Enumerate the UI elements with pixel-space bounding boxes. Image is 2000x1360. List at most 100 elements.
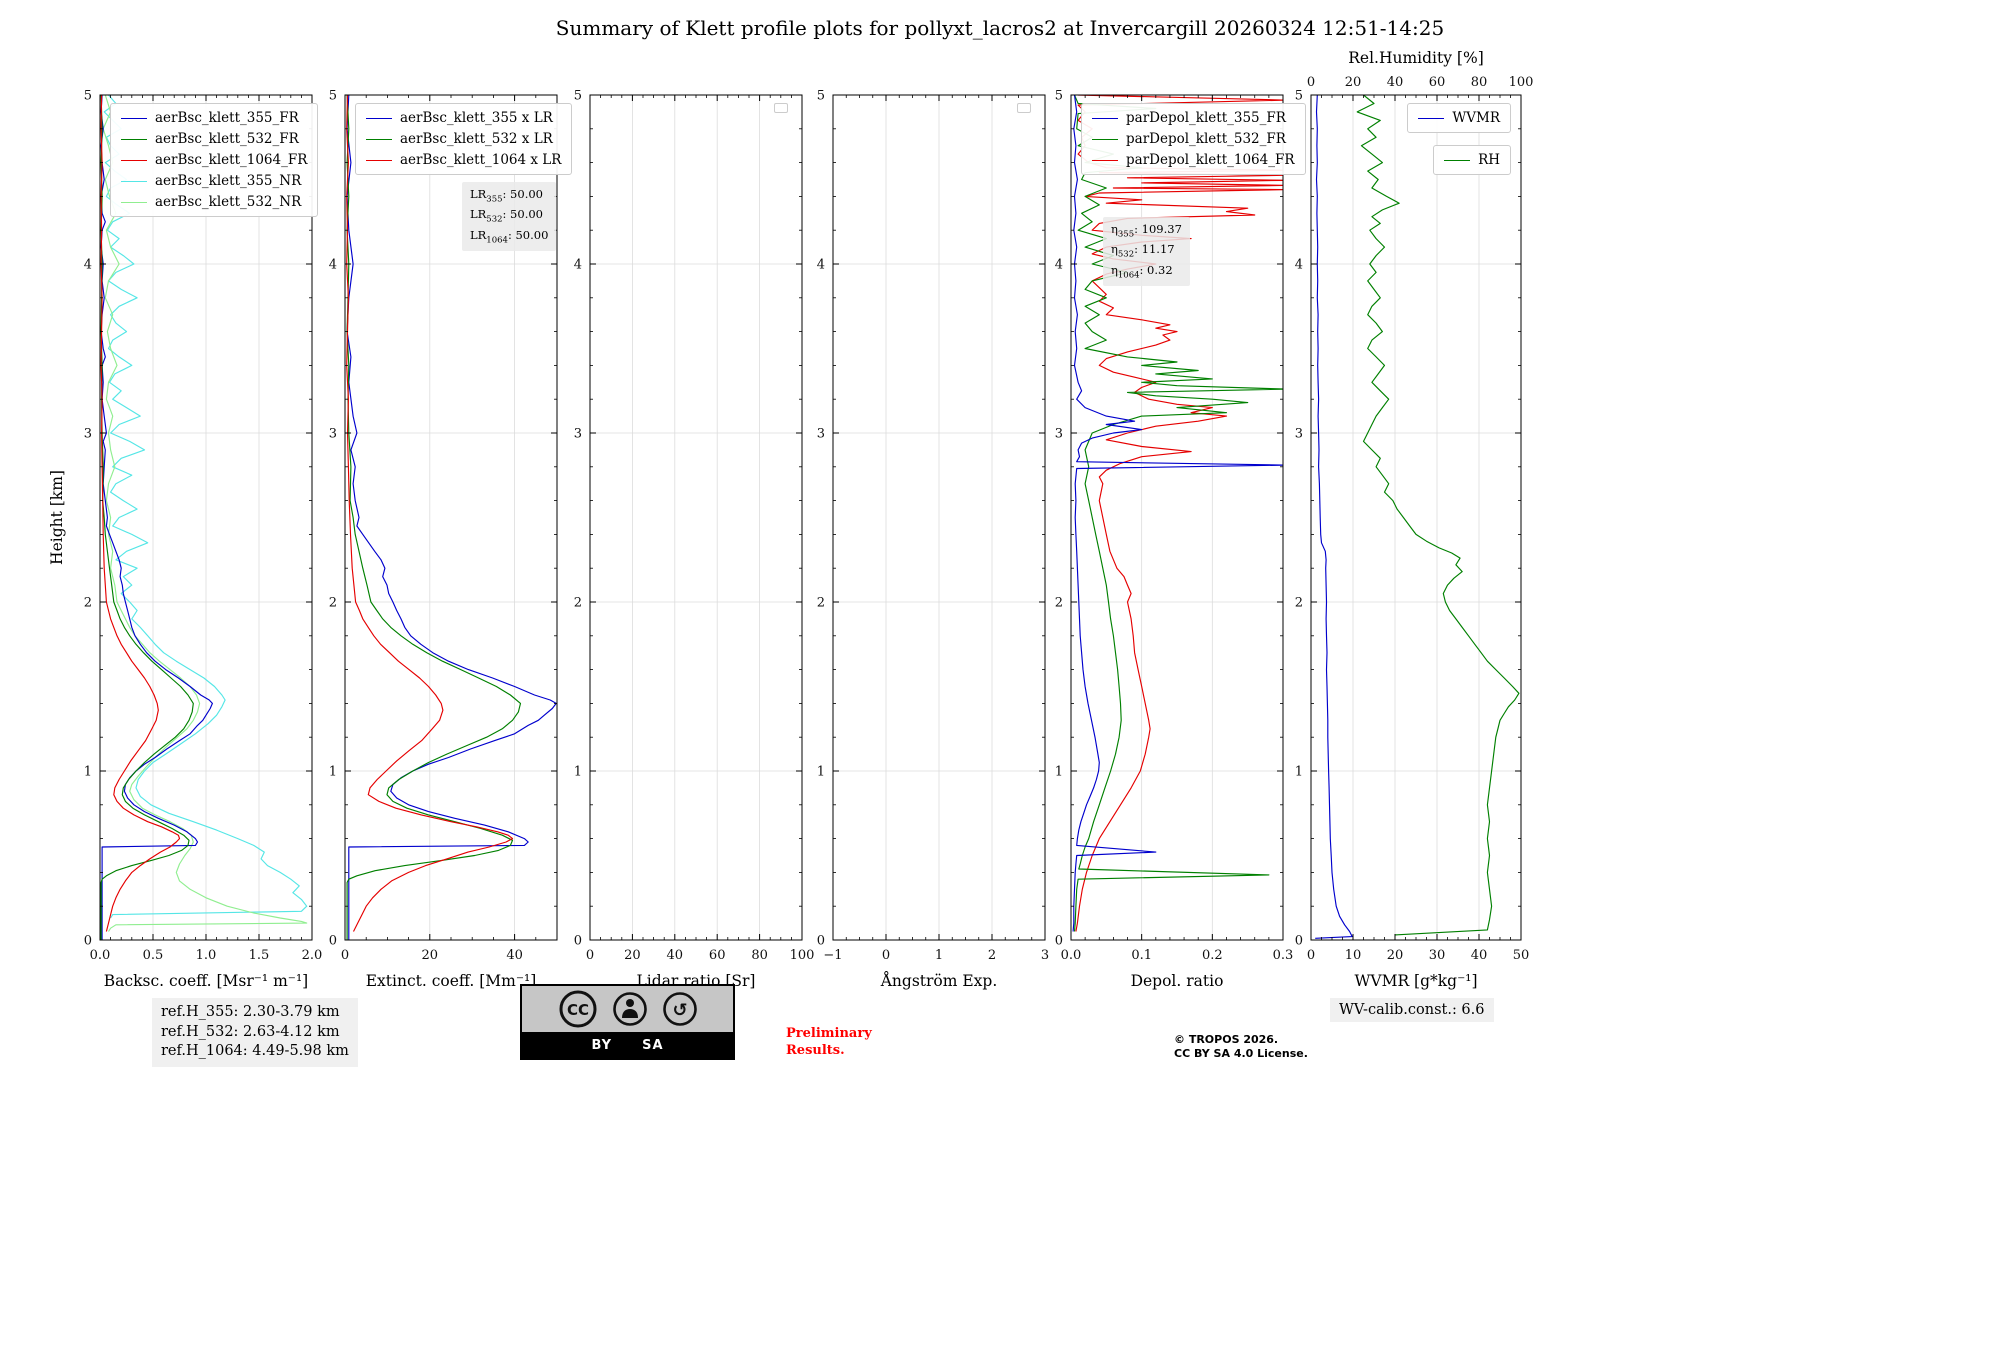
svg-text:2: 2	[817, 596, 825, 611]
ticks-extinction: 0 20 40 0 1 2 3 4 5	[329, 89, 558, 963]
svg-text:Ångström Exp.: Ångström Exp.	[880, 972, 998, 990]
svg-text:Backsc. coeff. [Msr⁻¹ m⁻¹]: Backsc. coeff. [Msr⁻¹ m⁻¹]	[104, 972, 308, 990]
svg-text:5: 5	[84, 89, 92, 104]
ticks-lidar_ratio: 0 20 40 60 80 100 0 1 2 3 4 5	[574, 89, 815, 964]
series-RH	[1356, 95, 1520, 936]
ref-h-532: ref.H_532: 2.63-4.12 km	[161, 1023, 340, 1040]
reference-heights-box: ref.H_355: 2.30-3.79 km ref.H_532: 2.63-…	[152, 998, 358, 1067]
svg-text:0.0: 0.0	[90, 948, 111, 963]
svg-text:10: 10	[1345, 948, 1362, 963]
svg-text:50: 50	[1513, 948, 1530, 963]
svg-text:↺: ↺	[672, 1000, 687, 1021]
svg-text:0.0: 0.0	[1061, 948, 1082, 963]
svg-text:100: 100	[1509, 75, 1534, 90]
svg-text:2: 2	[574, 596, 582, 611]
svg-text:Depol. ratio: Depol. ratio	[1131, 972, 1224, 990]
svg-text:4: 4	[817, 258, 825, 273]
series-parDepol_klett_1064_FR	[1075, 95, 1283, 932]
svg-text:CC: CC	[566, 1001, 588, 1019]
svg-text:0.2: 0.2	[1202, 948, 1223, 963]
cc-sa-label: SA	[642, 1037, 664, 1053]
cc-badge-labels: BY SA	[522, 1032, 733, 1058]
svg-text:0.5: 0.5	[143, 948, 164, 963]
svg-text:2: 2	[84, 596, 92, 611]
series-aerBsc_klett_1064_x_LR	[346, 95, 514, 932]
svg-text:1: 1	[329, 765, 337, 780]
svg-text:0: 0	[882, 948, 890, 963]
cc-icon: CC	[559, 990, 596, 1028]
svg-text:2.0: 2.0	[302, 948, 323, 963]
svg-text:0: 0	[1307, 75, 1315, 90]
svg-text:5: 5	[817, 89, 825, 104]
svg-text:0: 0	[817, 934, 825, 949]
svg-text:3: 3	[329, 427, 337, 442]
svg-text:60: 60	[709, 948, 726, 963]
series-aerBsc_klett_355_NR	[103, 95, 308, 919]
copyright-line2: CC BY SA 4.0 License.	[1174, 1047, 1308, 1061]
series-WVMR	[1315, 95, 1353, 939]
panel-backscatter: 0.0 0.5 1.0 1.5 2.0 0 1 2 3 4 5 Backsc. coeff. [Msr…	[48, 89, 322, 991]
series-aerBsc_klett_355_FR	[100, 95, 213, 940]
svg-text:2: 2	[329, 596, 337, 611]
svg-text:Rel.Humidity [%]: Rel.Humidity [%]	[1348, 49, 1484, 67]
series-aerBsc_klett_532_x_LR	[346, 95, 522, 940]
svg-text:1.5: 1.5	[249, 948, 270, 963]
series-group-depol	[1072, 95, 1283, 932]
svg-text:WVMR [g*kg⁻¹]: WVMR [g*kg⁻¹]	[1354, 972, 1477, 990]
series-aerBsc_klett_1064_FR	[100, 95, 181, 932]
svg-text:5: 5	[1055, 89, 1063, 104]
svg-text:5: 5	[329, 89, 337, 104]
cc-badge-icons: CC ↺	[522, 986, 733, 1032]
svg-text:1: 1	[1295, 765, 1303, 780]
svg-text:0: 0	[84, 934, 92, 949]
svg-text:1: 1	[817, 765, 825, 780]
svg-text:1: 1	[574, 765, 582, 780]
svg-text:30: 30	[1429, 948, 1446, 963]
series-group-extinction	[346, 95, 557, 940]
preliminary-line2: Results.	[786, 1042, 845, 1058]
svg-text:40: 40	[667, 948, 684, 963]
svg-text:−1: −1	[823, 948, 842, 963]
series-group-wvmr	[1315, 95, 1520, 939]
svg-text:3: 3	[574, 427, 582, 442]
svg-text:100: 100	[790, 948, 815, 963]
panel-extinction: 0 20 40 0 1 2 3 4 5 Extinct. coeff. [Mm⁻¹]	[329, 89, 558, 990]
panel-depol: 0.0 0.1 0.2 0.3 0 1 2 3 4 5 Depol. ratio	[1055, 89, 1294, 991]
svg-text:4: 4	[329, 258, 337, 273]
series-parDepol_klett_355_FR	[1072, 95, 1283, 932]
figure-title: Summary of Klett profile plots for polly…	[555, 16, 1445, 40]
copyright-line1: © TROPOS 2026.	[1174, 1033, 1279, 1046]
svg-text:3: 3	[1041, 948, 1049, 963]
series-parDepol_klett_532_FR	[1073, 95, 1283, 932]
svg-text:1.0: 1.0	[196, 948, 217, 963]
svg-text:4: 4	[1295, 258, 1303, 273]
svg-text:20: 20	[422, 948, 439, 963]
svg-text:4: 4	[84, 258, 92, 273]
svg-text:1: 1	[1055, 765, 1063, 780]
series-aerBsc_klett_355_x_LR	[346, 95, 557, 940]
cc-license-badge: CC ↺ BY SA	[520, 984, 735, 1060]
svg-text:4: 4	[1055, 258, 1063, 273]
copyright-note: © TROPOS 2026. CC BY SA 4.0 License.	[1174, 1033, 1308, 1062]
svg-text:40: 40	[1471, 948, 1488, 963]
svg-text:Height [km]: Height [km]	[48, 470, 66, 565]
svg-text:0: 0	[1055, 934, 1063, 949]
svg-text:60: 60	[1429, 75, 1446, 90]
preliminary-results-note: Preliminary Results.	[786, 1026, 872, 1060]
svg-text:3: 3	[1055, 427, 1063, 442]
wv-calib-const: WV-calib.const.: 6.6	[1330, 998, 1494, 1022]
svg-text:0: 0	[574, 934, 582, 949]
svg-text:20: 20	[1387, 948, 1404, 963]
svg-text:3: 3	[1295, 427, 1303, 442]
svg-text:0: 0	[586, 948, 594, 963]
svg-text:5: 5	[574, 89, 582, 104]
ref-h-1064: ref.H_1064: 4.49-5.98 km	[161, 1043, 349, 1060]
svg-text:0.1: 0.1	[1131, 948, 1152, 963]
svg-text:0: 0	[1295, 934, 1303, 949]
svg-text:40: 40	[506, 948, 523, 963]
svg-text:80: 80	[751, 948, 768, 963]
